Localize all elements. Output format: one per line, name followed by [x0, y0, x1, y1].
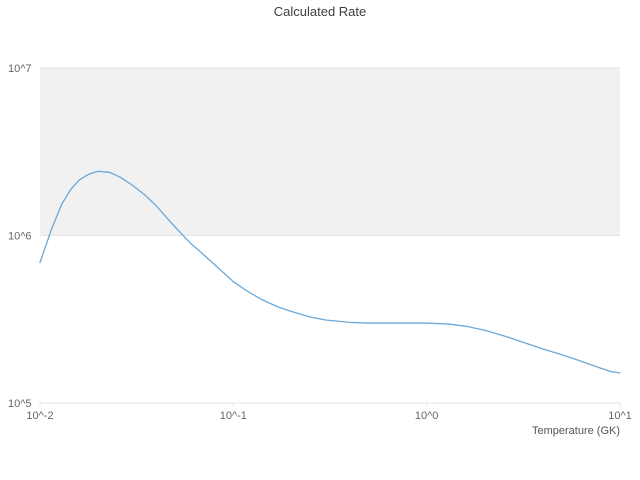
shaded-band — [40, 68, 620, 236]
y-tick-label: 10^7 — [8, 63, 32, 75]
rate-line-series — [39, 170, 621, 374]
x-tick-label: 10^-2 — [26, 410, 53, 422]
y-tick-label: 10^6 — [8, 231, 32, 243]
x-tick-label: 10^-1 — [220, 410, 247, 422]
y-tick-label: 10^5 — [8, 398, 32, 410]
x-tick-label: 10^0 — [415, 410, 439, 422]
x-tick-label: 10^1 — [608, 410, 632, 422]
x-axis-title: Temperature (GK) — [531, 425, 620, 437]
chart-title: Calculated Rate — [273, 4, 367, 19]
